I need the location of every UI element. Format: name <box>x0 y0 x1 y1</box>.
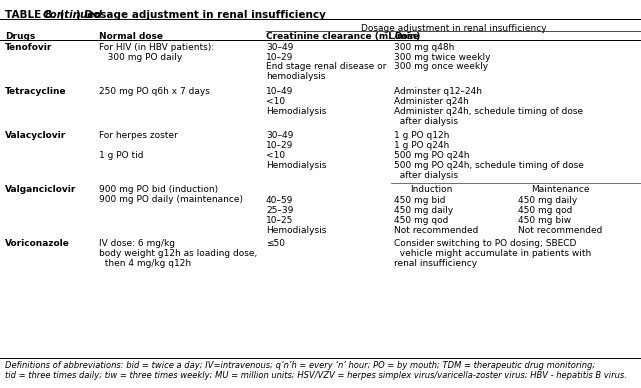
Text: Maintenance: Maintenance <box>531 185 589 194</box>
Text: IV dose: 6 mg/kg: IV dose: 6 mg/kg <box>99 239 176 248</box>
Text: 300 mg twice weekly: 300 mg twice weekly <box>394 52 491 62</box>
Text: 450 mg daily: 450 mg daily <box>394 206 453 215</box>
Text: renal insufficiency: renal insufficiency <box>394 259 478 268</box>
Text: Normal dose: Normal dose <box>99 32 163 41</box>
Text: Not recommended: Not recommended <box>394 226 479 235</box>
Text: Tenofovir: Tenofovir <box>5 43 53 52</box>
Text: Not recommended: Not recommended <box>518 226 603 235</box>
Text: 300 mg once weekly: 300 mg once weekly <box>394 62 488 71</box>
Text: 450 mg qod: 450 mg qod <box>518 206 572 215</box>
Text: <10: <10 <box>266 151 285 160</box>
Text: 30–49: 30–49 <box>266 43 294 52</box>
Text: hemodialysis: hemodialysis <box>266 72 326 81</box>
Text: 300 mg PO daily: 300 mg PO daily <box>99 52 183 62</box>
Text: ) Dosage adjustment in renal insufficiency: ) Dosage adjustment in renal insufficien… <box>76 10 326 20</box>
Text: 30–49: 30–49 <box>266 131 294 140</box>
Text: 450 mg daily: 450 mg daily <box>518 196 577 205</box>
Text: Hemodialysis: Hemodialysis <box>266 161 326 170</box>
Text: tid = three times daily; tiw = three times weekly; MU = million units; HSV/VZV =: tid = three times daily; tiw = three tim… <box>5 371 627 380</box>
Text: 250 mg PO q6h x 7 days: 250 mg PO q6h x 7 days <box>99 87 210 96</box>
Text: <10: <10 <box>266 97 285 106</box>
Text: 1 g PO tid: 1 g PO tid <box>99 151 144 160</box>
Text: End stage renal disease or: End stage renal disease or <box>266 62 387 71</box>
Text: Hemodialysis: Hemodialysis <box>266 107 326 116</box>
Text: Dose: Dose <box>394 32 419 41</box>
Text: Tetracycline: Tetracycline <box>5 87 67 96</box>
Text: 10–29: 10–29 <box>266 141 294 150</box>
Text: Definitions of abbreviations: bid = twice a day; IV=intravenous; q’n’h = every ‘: Definitions of abbreviations: bid = twic… <box>5 361 595 370</box>
Text: 450 mg biw: 450 mg biw <box>518 216 571 225</box>
Text: Administer q24h: Administer q24h <box>394 97 469 106</box>
Text: Creatinine clearance (mL/min): Creatinine clearance (mL/min) <box>266 32 420 41</box>
Text: then 4 mg/kg q12h: then 4 mg/kg q12h <box>99 259 192 268</box>
Text: 500 mg PO q24h, schedule timing of dose: 500 mg PO q24h, schedule timing of dose <box>394 161 584 170</box>
Text: Hemodialysis: Hemodialysis <box>266 226 326 235</box>
Text: after dialysis: after dialysis <box>394 171 458 180</box>
Text: 300 mg q48h: 300 mg q48h <box>394 43 454 52</box>
Text: Consider switching to PO dosing; SBECD: Consider switching to PO dosing; SBECD <box>394 239 577 248</box>
Text: Induction: Induction <box>410 185 453 194</box>
Text: 40–59: 40–59 <box>266 196 294 205</box>
Text: 500 mg PO q24h: 500 mg PO q24h <box>394 151 470 160</box>
Text: TABLE 8. (: TABLE 8. ( <box>5 10 65 20</box>
Text: body weight g12h as loading dose,: body weight g12h as loading dose, <box>99 249 258 258</box>
Text: 900 mg PO bid (induction): 900 mg PO bid (induction) <box>99 185 219 194</box>
Text: For HIV (in HBV patients):: For HIV (in HBV patients): <box>99 43 215 52</box>
Text: 10–49: 10–49 <box>266 87 294 96</box>
Text: For herpes zoster: For herpes zoster <box>99 131 178 140</box>
Text: after dialysis: after dialysis <box>394 116 458 126</box>
Text: vehicle might accumulate in patients with: vehicle might accumulate in patients wit… <box>394 249 592 258</box>
Text: 1 g PO q24h: 1 g PO q24h <box>394 141 449 150</box>
Text: 25–39: 25–39 <box>266 206 294 215</box>
Text: 10–25: 10–25 <box>266 216 294 225</box>
Text: 900 mg PO daily (maintenance): 900 mg PO daily (maintenance) <box>99 195 244 204</box>
Text: Valacyclovir: Valacyclovir <box>5 131 67 140</box>
Text: Administer q24h, schedule timing of dose: Administer q24h, schedule timing of dose <box>394 107 583 116</box>
Text: 450 mg bid: 450 mg bid <box>394 196 445 205</box>
Text: Voriconazole: Voriconazole <box>5 239 70 248</box>
Text: ≤50: ≤50 <box>266 239 285 248</box>
Text: 10–29: 10–29 <box>266 52 294 62</box>
Text: 450 mg qod: 450 mg qod <box>394 216 449 225</box>
Text: Dosage adjustment in renal insufficiency: Dosage adjustment in renal insufficiency <box>361 24 546 33</box>
Text: Drugs: Drugs <box>5 32 35 41</box>
Text: Adminster q12–24h: Adminster q12–24h <box>394 87 482 96</box>
Text: 1 g PO q12h: 1 g PO q12h <box>394 131 449 140</box>
Text: Valganciclovir: Valganciclovir <box>5 185 76 194</box>
Text: Continued: Continued <box>42 10 102 20</box>
